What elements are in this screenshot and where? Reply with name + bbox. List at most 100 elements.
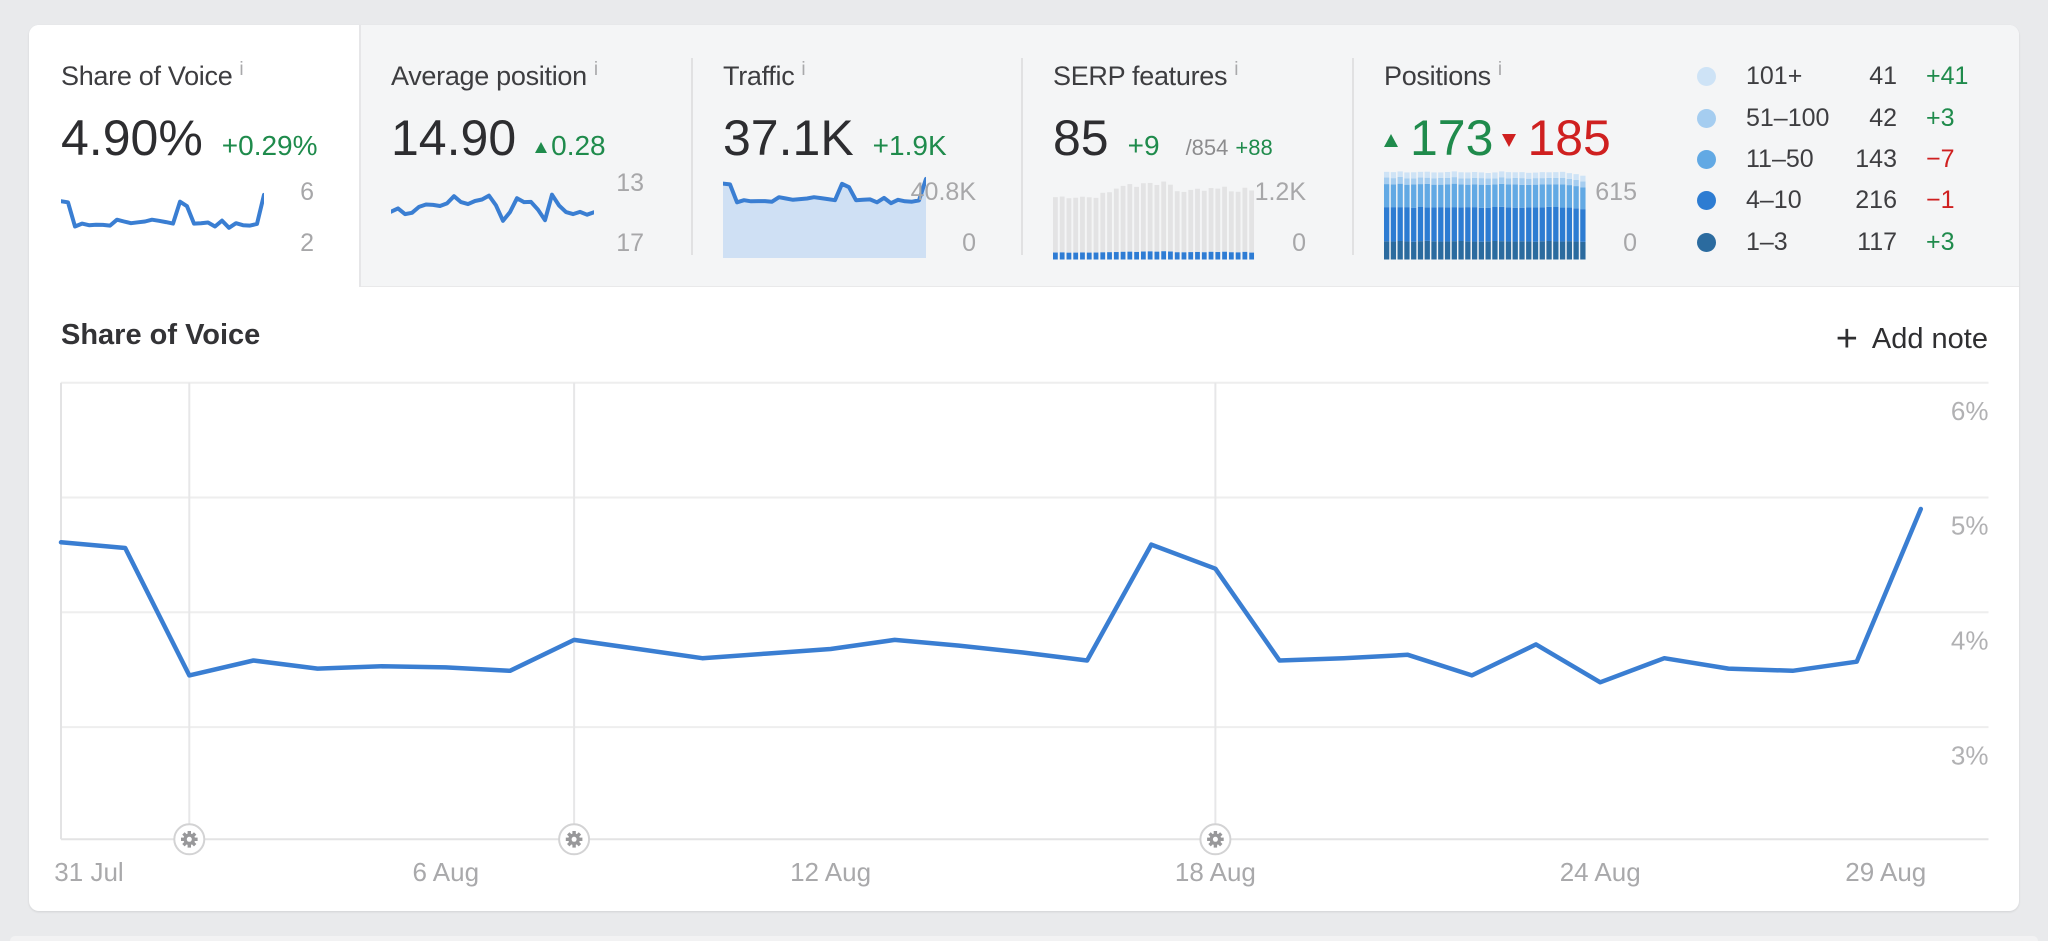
positions-bar-segment <box>1431 184 1437 208</box>
positions-bar-segment <box>1553 172 1559 178</box>
serp-total-bar <box>1249 190 1255 253</box>
positions-bar-segment <box>1444 207 1451 242</box>
positions-bar-segment <box>1438 177 1444 185</box>
positions-bar-segment <box>1384 207 1390 242</box>
y-axis-label: 3% <box>1951 740 1989 770</box>
spark-line <box>391 192 594 223</box>
positions-bar-segment <box>1384 241 1390 260</box>
spark-axis-max: 6 <box>300 178 314 206</box>
positions-bar-segment <box>1539 178 1545 185</box>
x-axis-label: 12 Aug <box>790 857 871 887</box>
positions-bar-segment <box>1431 241 1437 260</box>
positions-bar-segment <box>1451 183 1457 208</box>
positions-bar-segment <box>1451 207 1457 242</box>
positions-bar-segment <box>1451 177 1457 184</box>
positions-bar-segment <box>1526 178 1532 185</box>
serp-owned-bar <box>1080 252 1085 260</box>
tab-average-position[interactable]: Average position i 14.90 0.28 13 17 <box>359 25 691 287</box>
serp-total-bar <box>1215 188 1221 253</box>
positions-bar-segment <box>1465 172 1471 179</box>
legend-count: 216 <box>1855 186 1897 215</box>
legend-delta: −7 <box>1926 144 1955 173</box>
positions-bar-segment <box>1546 172 1552 178</box>
serp-total-bar <box>1161 181 1167 252</box>
serp-total-bar <box>1086 197 1092 253</box>
note-marker[interactable] <box>173 823 206 856</box>
note-marker[interactable] <box>558 823 591 856</box>
positions-bar-segment <box>1424 183 1430 208</box>
spark-axis-max: 1.2K <box>1254 178 1306 206</box>
serp-owned-bar <box>1228 252 1234 260</box>
positions-up-count: 173 <box>1410 110 1494 166</box>
serp-owned-bar <box>1195 251 1200 260</box>
tab-title: Positions i <box>1384 59 1503 91</box>
tab-share-of-voice[interactable]: Share of Voice i 4.90% +0.29% 6 2 <box>29 25 359 287</box>
positions-bar-segment <box>1444 184 1451 208</box>
stacked-bar-chart-positions <box>1384 171 1586 260</box>
positions-bar-segment <box>1505 241 1512 260</box>
positions-bar-segment <box>1431 172 1437 179</box>
info-icon[interactable]: i <box>1234 59 1239 80</box>
positions-bar-segment <box>1471 172 1478 178</box>
serp-total-bar <box>1174 191 1180 253</box>
add-note-button[interactable]: + Add note <box>1835 318 1988 360</box>
positions-bar-segment <box>1573 241 1579 260</box>
spark-axis-min: 0 <box>1292 229 1306 257</box>
legend-delta: +3 <box>1926 227 1955 256</box>
down-triangle-icon <box>1502 134 1517 147</box>
positions-bar-segment <box>1532 241 1539 260</box>
serp-owned-bar <box>1127 251 1133 260</box>
positions-bar-segment <box>1397 183 1403 208</box>
tab-value: 173 185 <box>1384 112 1611 165</box>
y-axis-label: 5% <box>1951 511 1989 541</box>
info-icon[interactable]: i <box>239 59 244 80</box>
info-icon[interactable]: i <box>593 59 599 80</box>
serp-total-bar <box>1228 191 1234 253</box>
positions-bar-segment <box>1546 177 1552 185</box>
positions-bar-segment <box>1553 241 1559 260</box>
positions-bar-segment <box>1397 241 1403 260</box>
positions-bar-segment <box>1492 172 1498 179</box>
positions-bar-segment <box>1559 184 1566 208</box>
positions-bar-segment <box>1424 240 1430 260</box>
legend-dot-icon <box>1697 67 1716 87</box>
positions-bar-segment <box>1559 177 1566 185</box>
positions-bar-segment <box>1438 241 1444 260</box>
tab-title: SERP features i <box>1053 59 1239 91</box>
positions-bar-segment <box>1471 184 1478 208</box>
serp-total-bar <box>1140 183 1146 252</box>
positions-bar-segment <box>1417 207 1424 242</box>
positions-bar-segment <box>1404 241 1410 260</box>
tab-traffic[interactable]: Traffic i 37.1K +1.9K 40.8K 0 <box>691 25 1021 287</box>
info-icon[interactable]: i <box>801 59 806 80</box>
serp-total-bar <box>1134 186 1139 252</box>
serp-total-bar <box>1113 188 1119 253</box>
serp-total-bar <box>1181 191 1187 253</box>
positions-bar-segment <box>1404 178 1410 185</box>
positions-bar-segment <box>1526 241 1532 260</box>
note-marker[interactable] <box>1199 823 1232 856</box>
serp-owned-bar <box>1174 252 1180 260</box>
info-icon[interactable]: i <box>1497 59 1503 80</box>
metric-value: 4.90% <box>61 110 203 166</box>
spark-axis-min: 2 <box>300 229 314 257</box>
tab-title: Traffic i <box>723 59 806 91</box>
positions-bar-segment <box>1526 207 1532 242</box>
positions-bar-segment <box>1505 207 1512 242</box>
tab-serp-features[interactable]: SERP features i 85 +9 /854 +88 1.2K 0 <box>1021 25 1352 287</box>
legend-dot-icon <box>1697 108 1716 128</box>
spark-axis-min: 0 <box>1623 229 1637 257</box>
tab-positions[interactable]: Positions i 173 185 615 0 <box>1352 25 2019 287</box>
sparkline-average-position <box>391 192 594 223</box>
positions-bar-segment <box>1384 177 1390 185</box>
legend-count: 41 <box>1869 62 1897 91</box>
tab-divider <box>691 58 693 255</box>
positions-bar-segment <box>1485 184 1491 208</box>
serp-total-bar <box>1053 197 1058 253</box>
positions-bar-segment <box>1458 178 1464 185</box>
y-axis-label: 6% <box>1951 396 1989 426</box>
positions-bar-segment <box>1411 172 1417 179</box>
legend-delta: +3 <box>1926 103 1955 132</box>
legend-count: 143 <box>1855 144 1897 173</box>
spark-line <box>61 192 264 230</box>
